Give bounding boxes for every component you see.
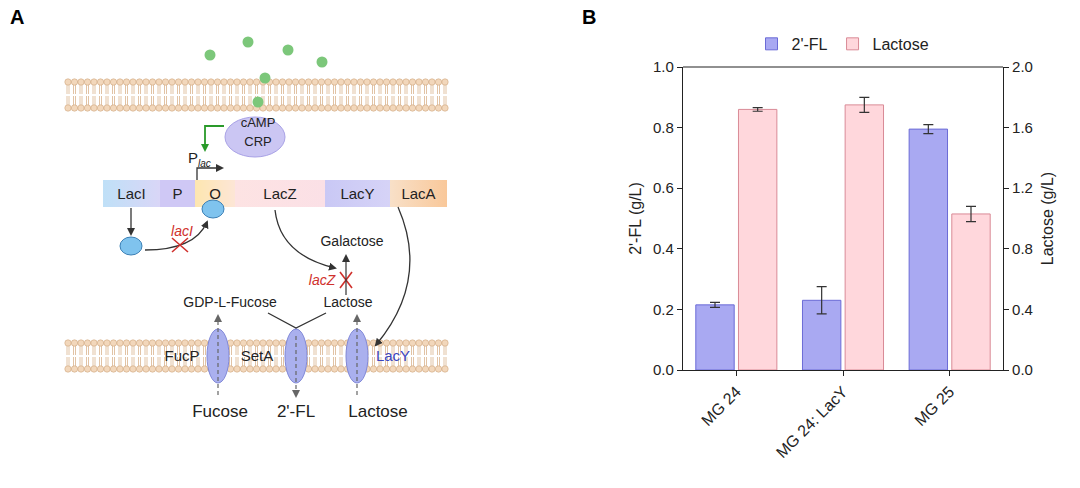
svg-text:O: O (209, 185, 221, 202)
svg-text:0.6: 0.6 (653, 179, 674, 196)
svg-text:MG 24: LacY: MG 24: LacY (773, 383, 851, 461)
html-text:A: A (10, 6, 25, 28)
svg-text:Lactose (g/L): Lactose (g/L) (1039, 172, 1056, 265)
svg-text:1.2: 1.2 (1012, 179, 1033, 196)
svg-text:0.2: 0.2 (653, 301, 674, 318)
svg-text:LacY: LacY (340, 185, 374, 202)
svg-text:Lactose: Lactose (348, 402, 408, 421)
svg-text:Lactose: Lactose (323, 294, 372, 310)
svg-text:LacZ: LacZ (263, 185, 296, 202)
svg-text:MG 24: MG 24 (698, 383, 744, 429)
svg-text:Plac: Plac (188, 149, 211, 169)
svg-text:0.4: 0.4 (653, 240, 674, 257)
svg-text:2'-FL (g/L): 2'-FL (g/L) (627, 182, 644, 255)
svg-text:0.0: 0.0 (653, 361, 674, 378)
svg-text:LacY: LacY (376, 347, 410, 364)
html-text:B: B (582, 6, 597, 28)
svg-text:GDP-L-Fucose: GDP-L-Fucose (183, 294, 277, 310)
svg-text:0.0: 0.0 (1012, 361, 1033, 378)
svg-text:FucP: FucP (164, 347, 199, 364)
svg-text:2.0: 2.0 (1012, 58, 1033, 75)
svg-text:lacI: lacI (171, 223, 193, 239)
svg-text:lacZ: lacZ (309, 272, 336, 288)
svg-text:0.4: 0.4 (1012, 301, 1033, 318)
svg-text:CRP: CRP (244, 134, 271, 149)
svg-text:MG 25: MG 25 (911, 383, 957, 429)
svg-text:SetA: SetA (241, 347, 274, 364)
svg-text:Fucose: Fucose (192, 402, 248, 421)
svg-text:Galactose: Galactose (320, 233, 383, 249)
svg-text:Lactose: Lactose (873, 36, 929, 53)
svg-text:0.8: 0.8 (653, 119, 674, 136)
svg-text:1.6: 1.6 (1012, 119, 1033, 136)
svg-text:1.0: 1.0 (653, 58, 674, 75)
svg-text:0.8: 0.8 (1012, 240, 1033, 257)
svg-text:2'-FL: 2'-FL (277, 402, 315, 421)
svg-text:LacI: LacI (117, 185, 145, 202)
svg-text:LacA: LacA (401, 185, 435, 202)
svg-text:2'-FL: 2'-FL (792, 36, 828, 53)
svg-text:P: P (172, 185, 182, 202)
svg-text:cAMP: cAMP (241, 115, 276, 130)
